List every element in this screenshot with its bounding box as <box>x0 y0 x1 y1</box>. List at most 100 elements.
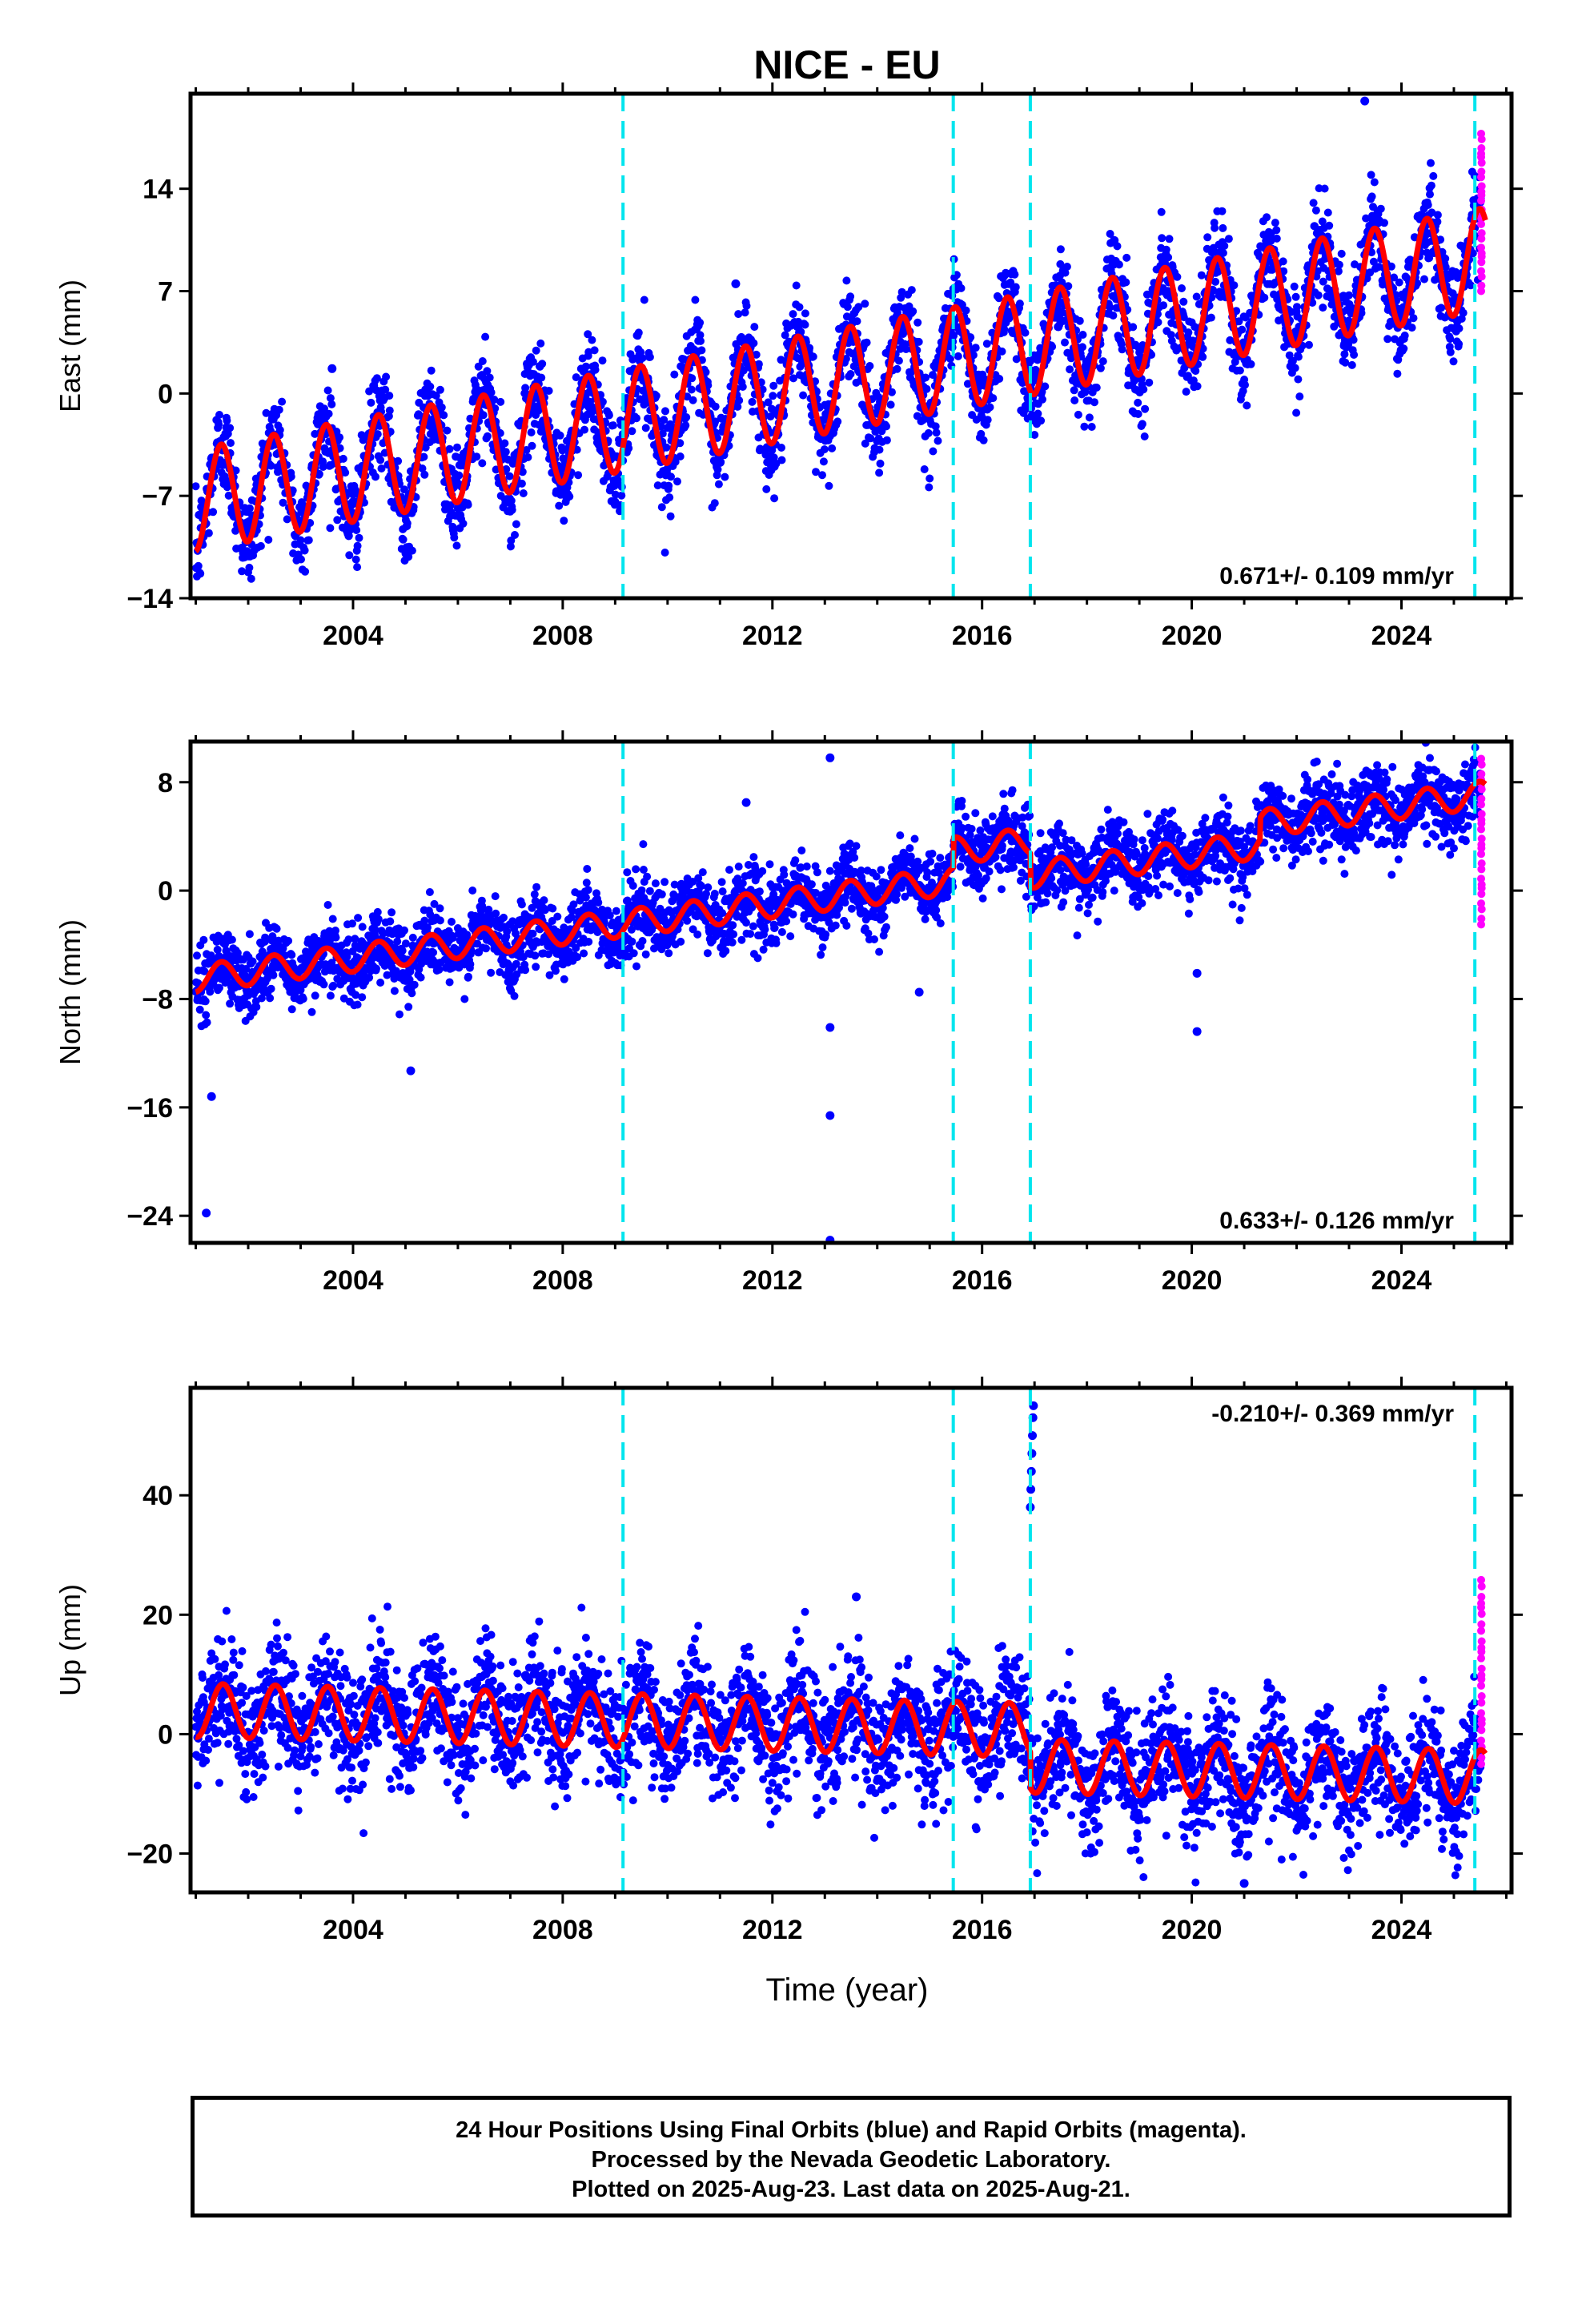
data-point <box>460 995 469 1003</box>
data-point <box>697 346 706 355</box>
data-point <box>710 890 719 898</box>
data-point <box>339 454 347 463</box>
data-point <box>697 336 705 345</box>
data-point <box>326 394 335 403</box>
data-point <box>420 916 429 925</box>
data-point <box>507 497 516 505</box>
rapid-point <box>1477 182 1486 191</box>
data-point <box>479 411 488 420</box>
data-point <box>1118 345 1126 354</box>
data-point <box>450 533 459 542</box>
data-point <box>1211 223 1219 232</box>
rapid-point <box>1477 191 1486 199</box>
data-point <box>193 951 201 960</box>
data-point <box>376 979 385 987</box>
data-point <box>833 417 842 426</box>
data-point <box>223 416 231 425</box>
data-point <box>358 993 367 1002</box>
data-point <box>894 356 903 365</box>
data-point <box>528 357 537 366</box>
data-point <box>1134 410 1142 418</box>
data-point <box>248 957 257 966</box>
data-point <box>464 501 472 509</box>
data-point <box>538 360 547 368</box>
data-point <box>1347 360 1356 369</box>
data-point <box>828 444 837 452</box>
data-point <box>982 340 991 348</box>
data-point <box>583 865 592 873</box>
data-point <box>572 445 581 454</box>
data-point <box>269 971 278 979</box>
data-point <box>671 457 680 466</box>
data-point <box>401 939 410 948</box>
data-point <box>1380 219 1388 227</box>
outlier-point <box>1360 96 1370 106</box>
data-point <box>612 907 620 915</box>
data-point <box>345 551 354 560</box>
data-point <box>358 923 367 931</box>
data-point <box>511 531 519 539</box>
data-point <box>639 840 648 849</box>
data-point <box>665 493 674 502</box>
data-point <box>202 1011 211 1019</box>
data-point <box>929 447 938 456</box>
data-point <box>717 457 725 466</box>
data-point <box>795 303 804 312</box>
data-point <box>962 306 970 315</box>
data-point <box>483 432 492 440</box>
data-point <box>404 553 413 561</box>
x-tick-label: 2008 <box>532 621 593 651</box>
data-point <box>861 300 869 308</box>
data-point <box>553 912 562 921</box>
data-point <box>623 868 632 877</box>
data-point <box>609 421 617 430</box>
data-point <box>1337 249 1346 258</box>
data-point <box>1154 318 1162 327</box>
data-point <box>429 948 438 957</box>
data-point <box>1407 324 1416 332</box>
data-point <box>639 866 648 874</box>
outlier-point <box>327 364 337 373</box>
data-point <box>1219 223 1227 232</box>
data-point <box>1122 278 1130 287</box>
data-point <box>267 461 275 470</box>
data-point <box>400 485 408 494</box>
data-point <box>196 569 205 578</box>
data-point <box>275 405 283 414</box>
data-point <box>394 456 403 465</box>
data-point <box>1066 365 1074 374</box>
data-point <box>734 310 743 319</box>
data-point <box>1141 404 1150 413</box>
data-point <box>1062 263 1071 271</box>
data-point <box>1114 260 1123 269</box>
data-point <box>628 427 636 436</box>
data-point <box>1207 313 1215 322</box>
data-point <box>1319 304 1327 312</box>
rapid-point <box>1477 167 1486 176</box>
data-point <box>365 387 374 396</box>
data-point <box>555 501 564 510</box>
data-point <box>464 972 472 981</box>
data-point <box>245 930 254 939</box>
data-point <box>842 276 851 285</box>
data-point <box>324 409 333 418</box>
data-point <box>1243 401 1251 410</box>
data-point <box>199 935 208 944</box>
data-point <box>875 468 884 477</box>
data-point <box>1159 301 1168 310</box>
data-point <box>565 493 574 501</box>
data-point <box>748 397 757 406</box>
data-point <box>1179 297 1188 306</box>
data-point <box>769 392 777 400</box>
data-point <box>681 421 690 430</box>
data-point <box>353 563 362 572</box>
data-point <box>572 373 580 382</box>
data-point <box>1426 190 1434 199</box>
data-point <box>598 356 607 365</box>
data-point <box>518 468 527 476</box>
data-point <box>527 428 536 436</box>
data-point <box>1459 308 1468 317</box>
data-point <box>227 439 235 448</box>
data-point <box>1056 245 1065 254</box>
data-point <box>508 505 516 514</box>
